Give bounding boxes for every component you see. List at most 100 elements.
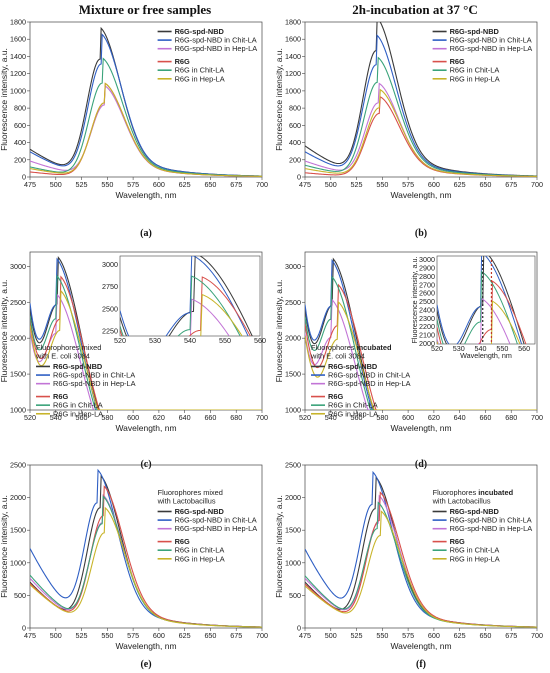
x-tick-label: 600 (153, 180, 165, 189)
y-tick-label: 1000 (10, 406, 26, 415)
series-line-r6g (305, 95, 537, 177)
legend-entry: R6G-spd-NBD in Hep-LA (53, 379, 136, 388)
inset-y-tick-label: 3000 (102, 260, 118, 269)
legend-entry: R6G (53, 392, 68, 401)
annotation-note-line2: with E. coli 3084 (35, 351, 90, 360)
y-tick-label: 2500 (10, 461, 26, 470)
y-tick-label: 1200 (10, 69, 26, 78)
series-line-r6g-spd-nbd-in-chit-la (305, 258, 537, 410)
series-line-r6g (30, 82, 262, 177)
legend-entry: R6G-spd-NBD in Chit-LA (175, 36, 257, 45)
x-tick-label: 700 (256, 631, 268, 640)
y-tick-label: 2000 (285, 493, 301, 502)
y-tick-label: 1400 (10, 52, 26, 61)
series-line-r6g-in-chit-la (30, 274, 262, 410)
legend-entry: R6G (175, 537, 190, 546)
inset-x-tick-label: 560 (254, 336, 266, 345)
legend-entry: R6G (450, 537, 465, 546)
series-line-r6g-in-hep-la (305, 300, 537, 410)
x-tick-label: 650 (479, 631, 491, 640)
x-tick-label: 525 (351, 631, 363, 640)
inset-y-tick-label: 2100 (419, 331, 435, 340)
inset-y-tick-label: 2700 (419, 280, 435, 289)
x-tick-label: 600 (428, 180, 440, 189)
x-axis-label: Wavelength, nm (390, 423, 451, 433)
x-tick-label: 560 (76, 413, 88, 422)
x-tick-label: 500 (50, 631, 62, 640)
legend-entry: R6G in Hep-LA (53, 409, 103, 418)
left-column-title: Mixture or free samples (78, 2, 212, 17)
x-tick-label: 700 (531, 631, 543, 640)
inset-series-line (437, 297, 511, 344)
x-tick-label: 475 (24, 631, 36, 640)
legend-entry: R6G-spd-NBD in Hep-LA (450, 44, 533, 53)
inset-y-tick-label: 2600 (419, 289, 435, 298)
annotation-note: Fluorophores mixed (158, 488, 223, 497)
x-tick-label: 475 (299, 180, 311, 189)
y-tick-label: 1500 (10, 526, 26, 535)
chart-panel-d: 520 540 560 580 600 620 640 660 680 700 1000 1500 20… (274, 251, 543, 433)
x-axis-label: Wavelength, nm (115, 641, 176, 651)
y-tick-label: 800 (14, 104, 26, 113)
panel-caption: (f) (416, 659, 426, 670)
x-tick-label: 625 (454, 631, 466, 640)
panel-caption: (c) (140, 459, 151, 470)
x-tick-label: 675 (505, 631, 517, 640)
y-tick-label: 2000 (10, 493, 26, 502)
inset-frame (436, 255, 536, 345)
y-tick-label: 400 (14, 138, 26, 147)
inset-series-line (200, 293, 243, 336)
x-tick-label: 600 (127, 413, 139, 422)
y-tick-label: 800 (289, 104, 301, 113)
x-tick-label: 600 (428, 631, 440, 640)
y-tick-label: 1500 (285, 526, 301, 535)
annotation-note: Fluorophores incubated (433, 488, 514, 497)
inset-x-axis-label: Wavelength, nm (460, 351, 512, 360)
y-axis-label: Fluorescence intensity, a.u. (274, 48, 284, 151)
x-axis-label: Wavelength, nm (390, 641, 451, 651)
x-tick-label: 675 (230, 631, 242, 640)
x-tick-label: 640 (179, 413, 191, 422)
inset-y-tick-label: 2250 (102, 327, 118, 336)
inset-x-tick-label: 530 (453, 344, 465, 353)
y-tick-label: 2500 (285, 298, 301, 307)
inset-y-tick-label: 2900 (419, 264, 435, 273)
x-tick-label: 620 (153, 413, 165, 422)
legend-entry: R6G in Chit-LA (175, 66, 225, 75)
legend-entry: R6G-spd-NBD in Chit-LA (450, 516, 532, 525)
y-tick-label: 1600 (10, 35, 26, 44)
inset-x-tick-label: 540 (184, 336, 196, 345)
x-tick-label: 650 (204, 631, 216, 640)
chart-panel-e: 475 500 525 550 575 600 625 650 675 700 0 500 1000 15… (0, 461, 268, 652)
inset-x-tick-label: 550 (219, 336, 231, 345)
x-tick-label: 625 (454, 180, 466, 189)
inset-y-tick-label: 3000 (419, 255, 435, 264)
legend-entry: R6G in Hep-LA (328, 409, 378, 418)
inset-x-tick-label: 540 (475, 344, 487, 353)
inset-chart: 520 530 540 550 560 2250 2500 2750 3000 (102, 255, 266, 345)
legend-entry: R6G-spd-NBD (328, 362, 378, 371)
series-line-r6g-in-chit-la (305, 275, 537, 410)
inset-x-tick-label: 530 (149, 336, 161, 345)
annotation-note-line2: with Lactobacillus (432, 497, 491, 506)
x-tick-label: 575 (402, 631, 414, 640)
y-axis-label: Fluorescence intensity, a.u. (0, 280, 9, 383)
series-line-r6g-spd-nbd (30, 255, 262, 410)
x-tick-label: 675 (505, 180, 517, 189)
y-tick-label: 2500 (10, 298, 26, 307)
inset-series-line (437, 300, 521, 344)
y-axis-label: Fluorescence intensity, a.u. (0, 48, 9, 151)
series-line-r6g-spd-nbd (30, 474, 262, 628)
panel-caption: (d) (415, 459, 427, 470)
y-tick-label: 1000 (285, 406, 301, 415)
x-tick-label: 600 (153, 631, 165, 640)
x-tick-label: 680 (230, 413, 242, 422)
series-line-r6g (30, 275, 262, 410)
plot-frame (29, 21, 263, 178)
series-line-r6g-spd-nbd-in-chit-la (30, 33, 262, 177)
inset-y-tick-label: 2800 (419, 272, 435, 281)
y-tick-label: 1500 (10, 370, 26, 379)
x-axis-label: Wavelength, nm (115, 190, 176, 200)
y-tick-label: 500 (289, 591, 301, 600)
legend-entry: R6G-spd-NBD (450, 27, 500, 36)
